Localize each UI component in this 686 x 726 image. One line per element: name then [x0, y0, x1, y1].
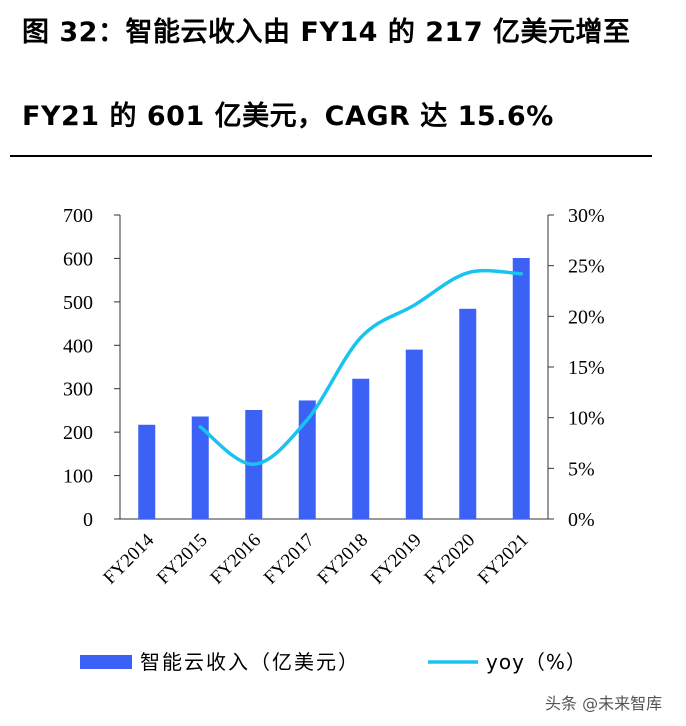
x-tick-label: FY2016: [206, 530, 265, 589]
x-tick-label: FY2014: [99, 529, 158, 588]
x-tick-label: FY2019: [367, 530, 426, 589]
bar-FY2015: [191, 416, 209, 519]
yoy-point-FY2016: [253, 464, 254, 465]
yoy-point-FY2018: [360, 337, 361, 338]
left-tick-label: 700: [63, 205, 93, 227]
right-tick-label: 20%: [568, 306, 605, 328]
yoy-point-FY2019: [414, 305, 415, 306]
legend-bar-swatch: [80, 655, 132, 669]
bar-FY2017: [298, 400, 316, 519]
left-tick-label: 200: [63, 422, 93, 444]
legend-bar-label: 智能云收入（亿美元）: [140, 650, 360, 674]
bar-FY2020: [459, 308, 477, 519]
right-tick-label: 30%: [568, 205, 605, 227]
right-tick-label: 15%: [568, 357, 605, 379]
yoy-line-series: [198, 268, 523, 467]
x-tick-label: FY2018: [313, 530, 372, 589]
yoy-point-FY2017: [307, 419, 308, 420]
chart-title-line-1: 图 32：智能云收入由 FY14 的 217 亿美元增至: [22, 17, 631, 48]
right-tick-label: 25%: [568, 256, 605, 278]
yoy-point-FY2020: [467, 272, 468, 273]
left-tick-label: 400: [63, 335, 93, 357]
left-tick-label: 500: [63, 292, 93, 314]
right-tick-label: 5%: [568, 458, 595, 480]
chart-title-line-2: FY21 的 601 亿美元，CAGR 达 15.6%: [22, 101, 554, 132]
legend: 智能云收入（亿美元） yoy（%）: [80, 650, 587, 674]
x-tick-label: FY2017: [260, 530, 319, 589]
left-tick-label: 100: [63, 466, 93, 488]
left-tick-label: 0: [83, 509, 93, 531]
bar-FY2014: [138, 424, 156, 519]
x-tick-label: FY2015: [153, 530, 212, 589]
x-tick-label: FY2021: [474, 530, 533, 589]
legend-line-label: yoy（%）: [486, 650, 587, 674]
axes: [114, 214, 554, 520]
watermark: 头条 @未来智库: [545, 694, 663, 713]
bar-FY2021: [512, 257, 530, 519]
left-tick-label: 600: [63, 248, 93, 270]
bar-FY2019: [405, 349, 423, 519]
yoy-point-FY2015: [200, 426, 201, 427]
bar-series: [138, 257, 530, 519]
bar-FY2018: [352, 378, 370, 519]
left-tick-label: 300: [63, 379, 93, 401]
yoy-point-FY2021: [521, 273, 522, 274]
x-tick-label: FY2020: [420, 530, 479, 589]
right-tick-label: 10%: [568, 408, 605, 430]
title-divider: [10, 155, 652, 157]
right-tick-label: 0%: [568, 509, 595, 531]
yoy-line: [198, 268, 523, 467]
